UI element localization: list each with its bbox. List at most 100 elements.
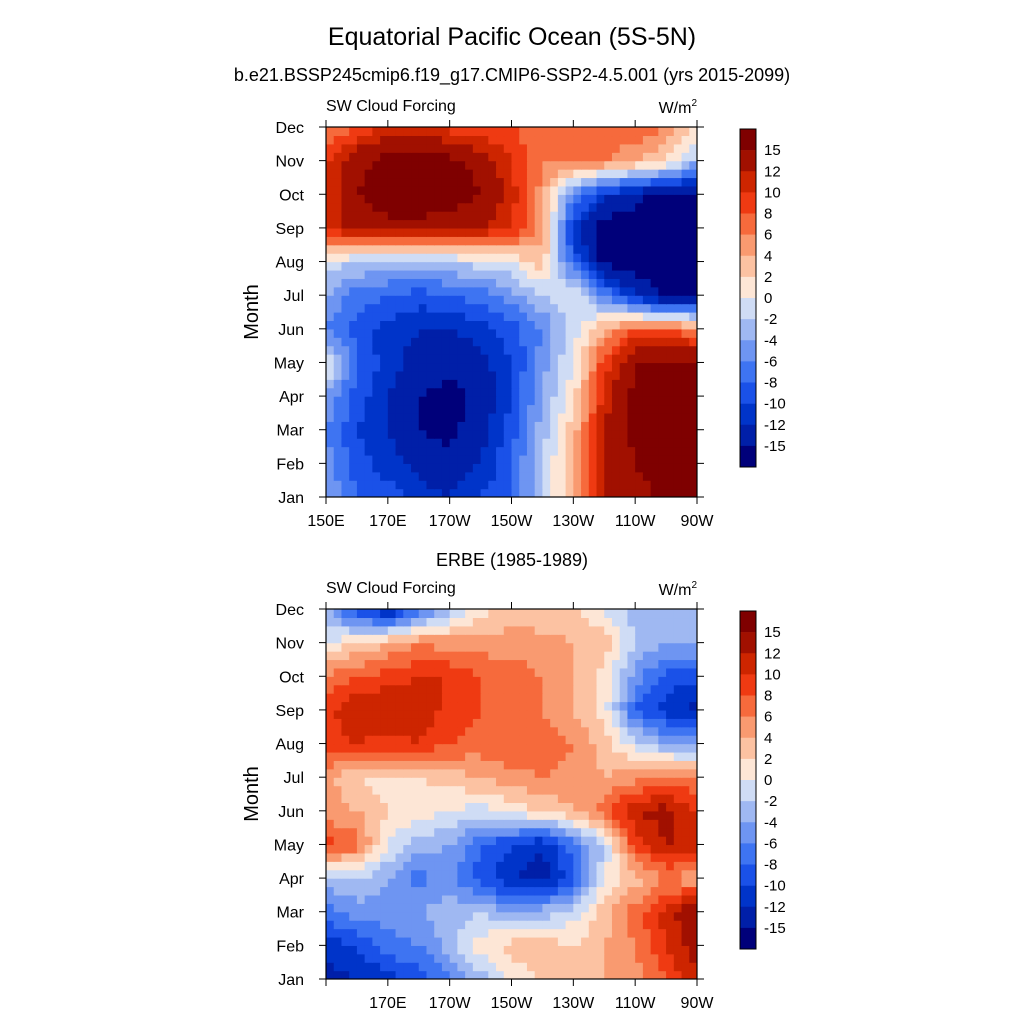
heatmap-cell [387,362,397,372]
heatmap-cell [480,152,489,162]
heatmap-cell [411,219,420,229]
heatmap-cell [349,810,358,820]
heatmap-cell [496,676,505,686]
heatmap-cell [333,962,343,972]
heatmap-cell [465,480,474,490]
heatmap-cell [457,777,466,787]
heatmap-cell [418,701,428,711]
heatmap-cell [542,387,551,397]
heatmap-cell [550,185,559,195]
heatmap-cell [411,454,420,464]
heatmap-cell [534,617,544,627]
heatmap-cell [449,362,458,372]
heatmap-cell [326,869,335,879]
heatmap-cell [542,894,551,904]
heatmap-cell [465,709,474,719]
heatmap-cell [472,617,482,627]
heatmap-cell [372,135,381,145]
heatmap-cell [434,878,443,888]
heatmap-cell [534,295,544,305]
heatmap-cell [511,244,520,254]
heatmap-cell [673,269,683,279]
heatmap-cell [666,463,675,473]
heatmap-cell [480,236,489,246]
heatmap-cell [526,396,536,406]
heatmap-cell [642,127,652,137]
heatmap-cell [472,429,482,439]
heatmap-cell [534,693,544,703]
heatmap-cell [380,869,389,879]
heatmap-cell [364,404,373,414]
heatmap-cell [588,651,598,661]
heatmap-cell [542,438,551,448]
heatmap-cell [642,869,652,879]
heatmap-cell [426,185,435,195]
heatmap-cell [581,135,590,145]
colorbar-swatch [740,716,756,739]
heatmap-cell [503,810,513,820]
heatmap-cell [457,471,466,481]
heatmap-cell [611,617,621,627]
heatmap-cell [619,617,629,627]
heatmap-cell [519,810,528,820]
heatmap-cell [658,244,667,254]
heatmap-cell [441,911,451,921]
heatmap-cell [356,387,366,397]
heatmap-cell [519,920,528,930]
heatmap-cell [434,328,443,338]
heatmap-cell [480,970,489,979]
heatmap-cell [496,634,505,644]
heatmap-cell [472,869,482,879]
heatmap-cell [534,768,544,778]
heatmap-cell [650,185,659,195]
heatmap-cell [496,953,505,963]
heatmap-cell [364,709,373,719]
heatmap-cell [326,768,335,778]
heatmap-cell [611,911,621,921]
heatmap-cell [557,659,567,669]
heatmap-cell [604,261,613,271]
heatmap-cell [519,278,528,288]
heatmap-cell [341,160,350,170]
heatmap-cell [349,852,358,862]
heatmap-cell [503,244,513,254]
heatmap-cell [480,337,489,347]
heatmap-cell [526,609,536,619]
heatmap-cell [465,328,474,338]
heatmap-cell [689,634,697,644]
heatmap-cell [503,894,513,904]
heatmap-cell [619,362,629,372]
heatmap-cell [565,421,574,431]
heatmap-cell [581,743,590,753]
heatmap-cell [364,169,373,179]
heatmap-cell [441,920,451,930]
heatmap-cell [588,625,598,635]
heatmap-cell [526,194,536,204]
heatmap-cell [326,625,335,635]
heatmap-cell [581,194,590,204]
heatmap-cell [403,202,412,212]
heatmap-cell [550,202,559,212]
heatmap-cell [387,953,397,963]
heatmap-cell [434,844,443,854]
heatmap-cell [550,488,559,497]
heatmap-cell [449,438,458,448]
heatmap-cell [341,127,350,137]
heatmap-cell [673,194,683,204]
heatmap-cell [372,743,381,753]
heatmap-cell [534,480,544,490]
heatmap-cell [526,446,536,456]
heatmap-cell [496,625,505,635]
heatmap-cell [604,396,613,406]
heatmap-cell [588,970,598,979]
heatmap-cell [326,962,335,972]
heatmap-cell [488,312,497,322]
heatmap-cell [472,185,482,195]
heatmap-cell [557,726,567,736]
heatmap-cell [411,345,420,355]
heatmap-cell [426,328,435,338]
heatmap-cell [395,676,404,686]
heatmap-cell [418,625,428,635]
heatmap-cell [387,634,397,644]
heatmap-cell [496,878,505,888]
